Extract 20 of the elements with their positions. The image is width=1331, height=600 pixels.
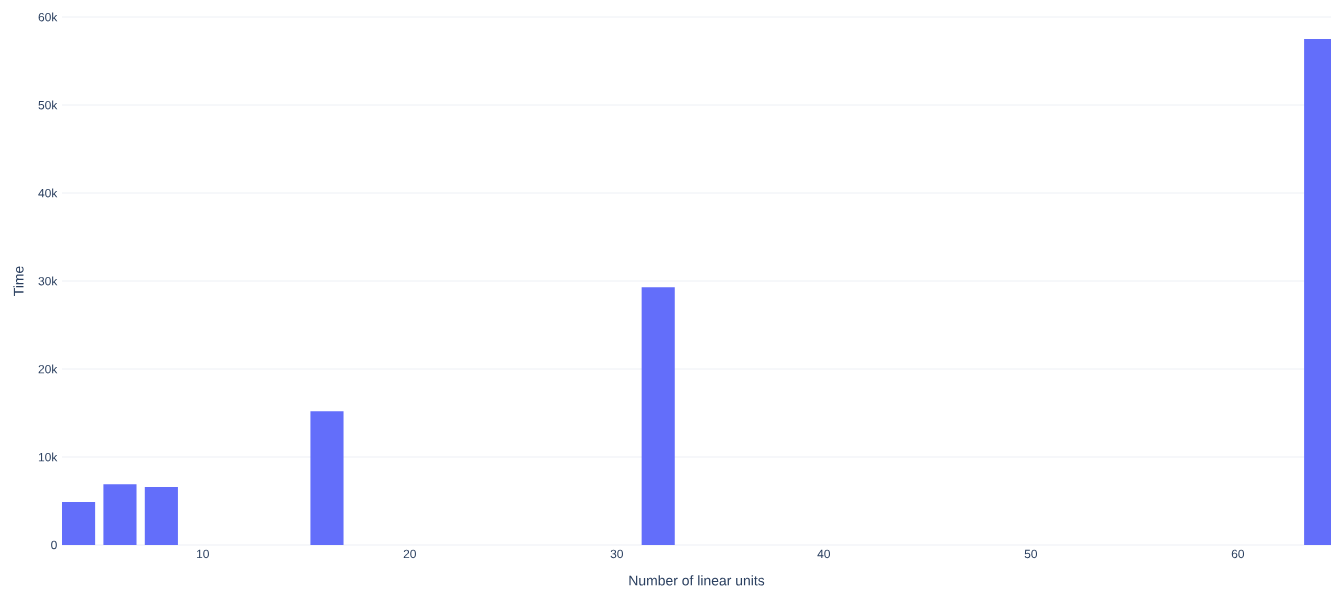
y-tick-label: 10k: [38, 452, 58, 462]
x-tick-label: 30: [610, 549, 623, 559]
bar: [62, 501, 96, 545]
x-tick-label: 60: [1231, 549, 1245, 559]
x-tick-label: 40: [817, 549, 831, 559]
x-tick-label: 50: [1024, 549, 1038, 559]
x-tick-label: 20: [403, 549, 416, 559]
bar: [641, 287, 675, 545]
y-tick-label: 50k: [38, 100, 58, 110]
y-tick-label: 0: [51, 540, 57, 550]
y-tick-label: 20k: [38, 364, 58, 374]
x-tick-label: 10: [197, 549, 209, 559]
bar: [103, 484, 137, 545]
y-axis-title: Time: [13, 266, 24, 296]
y-tick-label: 40k: [38, 188, 58, 198]
x-axis-title: Number of linear units: [629, 575, 765, 586]
y-tick-label: 60k: [38, 12, 58, 22]
bar: [144, 486, 178, 545]
bar: [310, 411, 344, 545]
y-tick-label: 30k: [38, 276, 58, 286]
